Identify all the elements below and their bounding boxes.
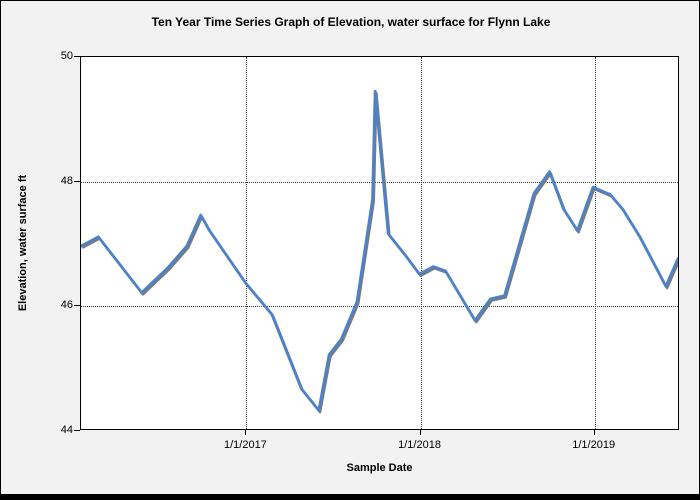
y-grid-line (81, 181, 678, 183)
x-axis-label: Sample Date (346, 462, 413, 474)
x-tick-label: 1/1/2018 (398, 439, 441, 451)
y-tick-mark (74, 180, 80, 182)
y-tick-label: 44 (60, 424, 73, 436)
bottom-border-bar (1, 494, 699, 499)
x-tick-label: 1/1/2017 (223, 439, 267, 451)
y-grid-line (81, 306, 678, 308)
x-tick-mark (593, 430, 595, 435)
x-grid-line (594, 57, 596, 429)
y-tick-label: 48 (60, 174, 73, 187)
y-tick-label: 46 (60, 299, 73, 312)
x-grid-line (420, 57, 422, 429)
elevation-series-plot (81, 89, 678, 414)
y-tick-mark (74, 430, 80, 431)
y-tick-label: 50 (60, 50, 73, 62)
x-grid-line (246, 57, 248, 429)
x-tick-label: 1/1/2019 (572, 439, 616, 451)
x-tick-mark (419, 430, 421, 435)
chart-title: Ten Year Time Series Graph of Elevation,… (151, 15, 551, 29)
y-tick-mark (74, 56, 80, 57)
y-tick-mark (74, 305, 80, 307)
elevation-series-line (81, 89, 678, 412)
y-axis-label: Elevation, water surface ft (17, 174, 29, 312)
plot-area (80, 56, 679, 430)
x-tick-mark (245, 430, 247, 435)
